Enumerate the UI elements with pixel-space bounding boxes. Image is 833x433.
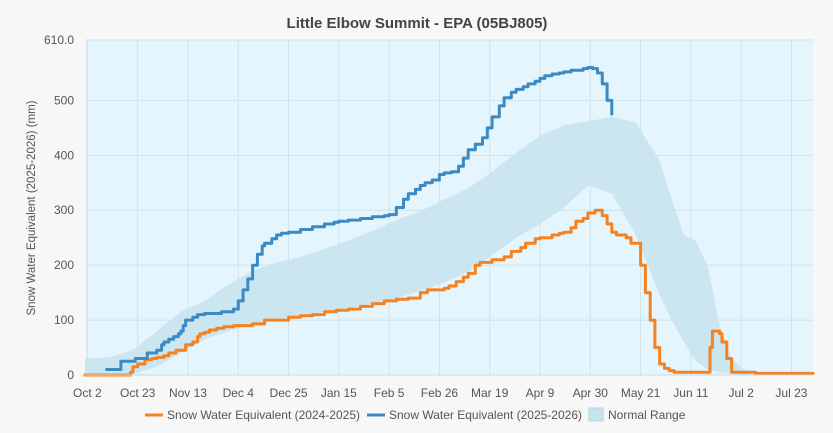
y-tick-label: 0 <box>67 368 74 382</box>
x-tick-label: Dec 25 <box>270 386 308 400</box>
x-tick-label: Oct 23 <box>120 386 156 400</box>
x-tick-label: Jul 2 <box>728 386 754 400</box>
y-tick-label: 200 <box>54 258 74 272</box>
x-tick-label: Mar 19 <box>471 386 509 400</box>
legend-item-normal-range[interactable]: Normal Range <box>588 407 686 422</box>
x-tick-label: Feb 5 <box>374 386 405 400</box>
y-tick-label: 300 <box>54 203 74 217</box>
x-tick-label: Apr 9 <box>526 386 555 400</box>
x-tick-label: Dec 4 <box>223 386 255 400</box>
legend-label: Snow Water Equivalent (2025-2026) <box>389 408 582 422</box>
legend[interactable]: Snow Water Equivalent (2024-2025) Snow Wa… <box>145 407 686 422</box>
x-tick-label: Oct 2 <box>73 386 102 400</box>
x-tick-label: Feb 26 <box>421 386 459 400</box>
x-tick-label: Jan 15 <box>321 386 357 400</box>
legend-swatch <box>588 407 604 422</box>
x-tick-label: Jul 23 <box>775 386 807 400</box>
x-tick-label: Jun 11 <box>673 386 708 400</box>
series-line-2024-2025 <box>83 208 815 377</box>
chart-title: Little Elbow Summit - EPA (05BJ805) <box>287 15 548 32</box>
y-tick-label: 400 <box>54 148 74 162</box>
normal-range-band <box>85 116 813 376</box>
y-tick-label: 500 <box>54 93 74 107</box>
legend-label: Normal Range <box>608 408 686 422</box>
y-axis-title: Snow Water Equivalent (2025-2026) (mm) <box>26 100 38 315</box>
x-tick-label: Nov 13 <box>169 386 207 400</box>
x-tick-label: Apr 30 <box>573 386 609 400</box>
series-line-2025-2026 <box>105 66 614 371</box>
y-tick-label-max: 610.0 <box>44 33 74 47</box>
legend-label: Snow Water Equivalent (2024-2025) <box>167 408 360 422</box>
plot-area: 0 100 200 300 400 500 610.0 Oct 2 Oct 23 Nov 13 De… <box>44 33 815 400</box>
y-tick-label: 100 <box>54 313 74 327</box>
legend-item-2024-2025[interactable]: Snow Water Equivalent (2024-2025) <box>145 408 360 422</box>
x-tick-label: May 21 <box>621 386 661 400</box>
legend-item-2025-2026[interactable]: Snow Water Equivalent (2025-2026) <box>367 408 582 422</box>
